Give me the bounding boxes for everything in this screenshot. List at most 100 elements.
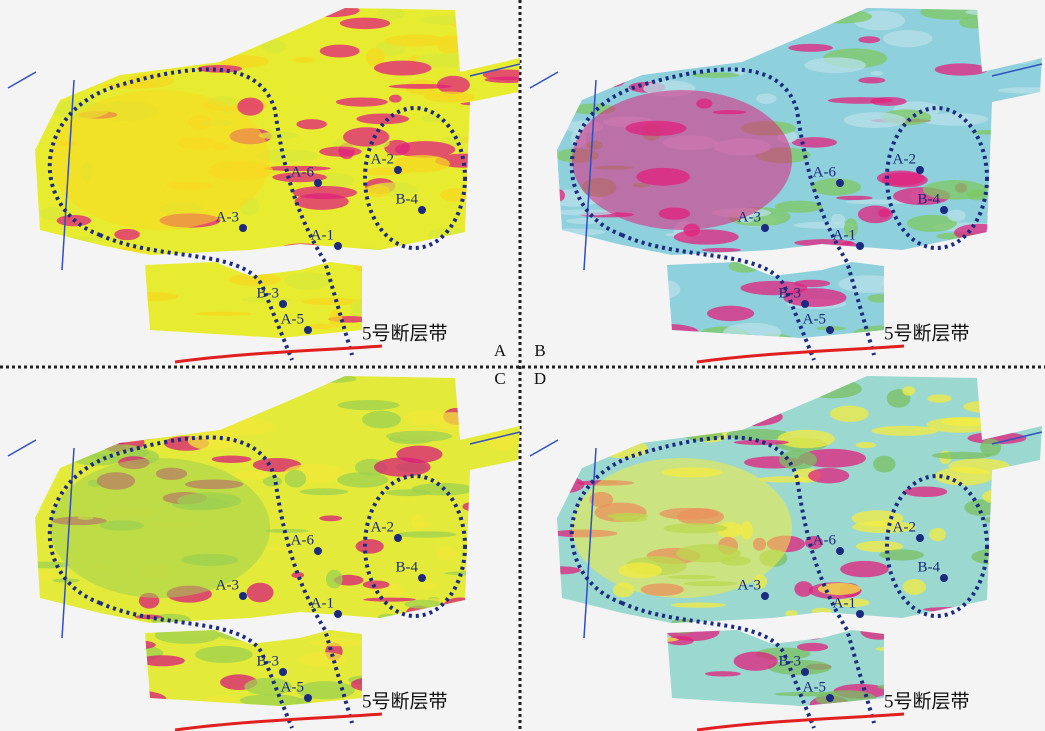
- well-label: A-1: [311, 595, 334, 611]
- fault-label: 5号断层带: [362, 690, 448, 712]
- map-texture: [828, 97, 893, 104]
- well-label: A-6: [813, 532, 837, 548]
- map-texture: [247, 583, 274, 603]
- map-texture: [424, 92, 474, 103]
- well-label: A-3: [738, 209, 761, 225]
- well: [916, 166, 924, 174]
- well-label: A-3: [216, 577, 239, 593]
- well: [239, 224, 247, 232]
- map-texture: [488, 433, 515, 451]
- fault-label: 5号断层带: [884, 322, 970, 344]
- map-texture: [674, 229, 739, 244]
- well-label: B-4: [918, 191, 941, 207]
- map-texture: [788, 44, 833, 52]
- well-label: A-6: [813, 164, 837, 180]
- well: [239, 592, 247, 600]
- panel-label: A: [494, 341, 507, 360]
- well: [304, 326, 312, 334]
- well-label: A-3: [216, 209, 239, 225]
- map-texture: [734, 440, 789, 445]
- map-texture: [363, 598, 416, 602]
- map-texture: [396, 446, 442, 463]
- map-texture: [285, 470, 307, 488]
- map-texture: [386, 431, 452, 442]
- map-texture: [734, 652, 778, 671]
- well-label: A-2: [893, 151, 916, 167]
- well-label: A-5: [803, 311, 826, 327]
- map-texture: [831, 214, 845, 225]
- map-texture: [932, 452, 992, 459]
- map-texture: [779, 450, 817, 469]
- well: [394, 166, 402, 174]
- map-texture: [935, 63, 988, 75]
- map-texture: [705, 671, 741, 676]
- map-texture: [329, 309, 342, 327]
- well: [836, 547, 844, 555]
- well: [801, 668, 809, 676]
- map-texture: [343, 127, 389, 146]
- well: [314, 547, 322, 555]
- map-texture: [309, 323, 332, 329]
- well-label: A-2: [371, 519, 394, 535]
- well-label: A-6: [291, 532, 315, 548]
- map-texture: [298, 652, 346, 666]
- well-label: A-2: [371, 151, 394, 167]
- map-texture: [830, 406, 869, 422]
- panel-label: D: [534, 369, 546, 388]
- figure: A-6A-2B-4A-3A-1B-3A-55号断层带AA-6A-2B-4A-3A…: [0, 0, 1045, 731]
- map-texture: [702, 248, 741, 252]
- map-texture: [259, 44, 275, 49]
- map-texture: [980, 439, 1001, 457]
- map-texture: [363, 580, 390, 588]
- map-texture: [927, 394, 951, 402]
- map-texture: [808, 468, 849, 483]
- map-texture: [778, 430, 835, 448]
- well: [856, 610, 864, 618]
- map-texture: [362, 411, 401, 429]
- well-label: B-4: [396, 559, 419, 575]
- well: [314, 179, 322, 187]
- map-texture: [338, 400, 400, 410]
- map-texture: [319, 146, 362, 156]
- well-label: A-5: [803, 679, 826, 695]
- well-label: A-5: [281, 679, 304, 695]
- map-texture: [844, 112, 906, 128]
- well: [334, 242, 342, 250]
- well: [761, 224, 769, 232]
- fault-label: 5号断层带: [362, 322, 448, 344]
- map-texture: [873, 456, 895, 473]
- map-texture: [212, 456, 252, 463]
- map-texture: [319, 515, 342, 521]
- well: [334, 610, 342, 618]
- map-texture: [292, 57, 316, 63]
- well: [826, 694, 834, 702]
- map-texture: [356, 539, 384, 553]
- well: [279, 300, 287, 308]
- map-texture: [205, 696, 237, 703]
- map-texture: [858, 36, 880, 43]
- well-label: A-1: [833, 595, 856, 611]
- map-texture: [356, 114, 409, 125]
- map-texture: [836, 196, 873, 200]
- map-texture: [707, 306, 754, 321]
- map-texture: [419, 582, 436, 589]
- well-label: B-3: [779, 285, 802, 301]
- map-texture: [804, 57, 865, 73]
- map-texture: [310, 639, 366, 647]
- map-texture: [870, 71, 882, 76]
- map-texture: [947, 210, 965, 222]
- map-texture: [412, 514, 425, 530]
- well: [826, 326, 834, 334]
- well-label: A-3: [738, 577, 761, 593]
- map-texture: [195, 312, 252, 316]
- well: [761, 592, 769, 600]
- panel-label: C: [494, 369, 505, 388]
- map-texture: [404, 410, 443, 425]
- panel-label: B: [534, 341, 545, 360]
- map-texture: [436, 547, 457, 561]
- map-texture: [114, 229, 140, 240]
- well: [916, 534, 924, 542]
- map-texture: [929, 528, 946, 541]
- map-texture: [871, 426, 938, 436]
- well: [304, 694, 312, 702]
